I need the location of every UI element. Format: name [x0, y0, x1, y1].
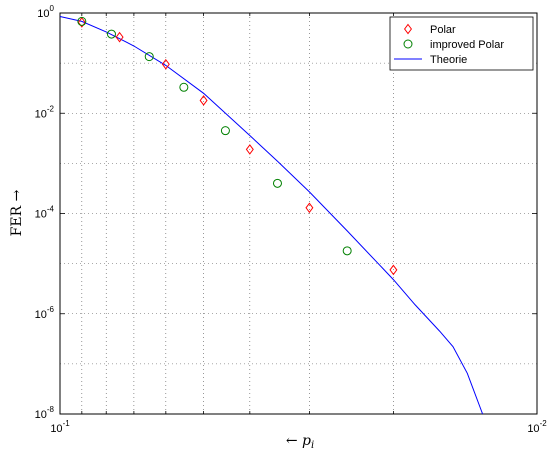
- polar-point: [389, 264, 398, 276]
- y-axis-label: FER →: [9, 189, 25, 236]
- improved-polar-point: [272, 178, 282, 188]
- series-improved-polar: [77, 16, 352, 256]
- legend-marker: [404, 23, 412, 35]
- y-tick-label: 10-4: [35, 205, 55, 221]
- improved-polar-point: [144, 52, 154, 62]
- series-line: [59, 16, 484, 415]
- improved-polar-point: [220, 126, 230, 136]
- x-tick-label: 10-1: [50, 419, 70, 435]
- x-tick-label: 10-2: [527, 419, 547, 435]
- ticks: 10-1 10-2 100 10-2 10-4 10-6 10-8: [35, 4, 548, 435]
- y-tick-label: 10-6: [35, 305, 55, 321]
- polar-point: [199, 95, 208, 106]
- series-theorie: [59, 16, 484, 415]
- legend-label: Theorie: [430, 54, 467, 66]
- legend-marker: [403, 39, 413, 49]
- improved-polar-point: [77, 16, 87, 26]
- grid: [60, 13, 537, 414]
- legend-label: improved Polar: [430, 39, 504, 51]
- x-axis-label: ← pi: [286, 433, 314, 451]
- polar-point: [77, 17, 86, 28]
- y-tick-label: 10-2: [35, 104, 55, 120]
- y-tick-label: 10-8: [35, 405, 55, 421]
- y-tick-label: 100: [37, 4, 54, 20]
- improved-polar-point: [179, 82, 189, 92]
- legend: Polar improved Polar Theorie: [389, 16, 534, 71]
- polar-point: [245, 144, 254, 155]
- improved-polar-point: [342, 246, 352, 256]
- series: [59, 16, 484, 415]
- legend-box: [389, 16, 534, 71]
- improved-polar-point: [106, 29, 116, 39]
- polar-point: [305, 202, 314, 214]
- series-polar: [77, 17, 398, 276]
- polar-point: [115, 31, 124, 43]
- polar-point: [161, 58, 170, 70]
- legend-label: Polar: [430, 24, 456, 36]
- legend-items: Polar improved Polar Theorie: [394, 23, 504, 66]
